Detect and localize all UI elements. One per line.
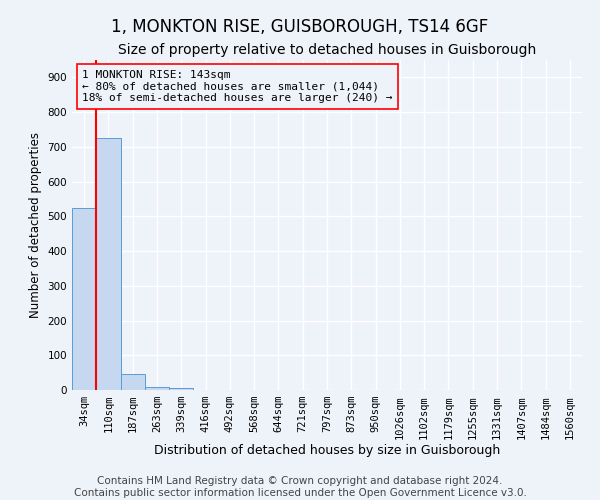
Text: Contains HM Land Registry data © Crown copyright and database right 2024.
Contai: Contains HM Land Registry data © Crown c… xyxy=(74,476,526,498)
Bar xyxy=(121,374,145,390)
Title: Size of property relative to detached houses in Guisborough: Size of property relative to detached ho… xyxy=(118,44,536,58)
Bar xyxy=(169,388,193,390)
Text: 1 MONKTON RISE: 143sqm
← 80% of detached houses are smaller (1,044)
18% of semi-: 1 MONKTON RISE: 143sqm ← 80% of detached… xyxy=(82,70,392,103)
Bar xyxy=(72,208,96,390)
Bar xyxy=(145,386,169,390)
Bar xyxy=(96,138,121,390)
X-axis label: Distribution of detached houses by size in Guisborough: Distribution of detached houses by size … xyxy=(154,444,500,457)
Text: 1, MONKTON RISE, GUISBOROUGH, TS14 6GF: 1, MONKTON RISE, GUISBOROUGH, TS14 6GF xyxy=(112,18,488,36)
Y-axis label: Number of detached properties: Number of detached properties xyxy=(29,132,42,318)
